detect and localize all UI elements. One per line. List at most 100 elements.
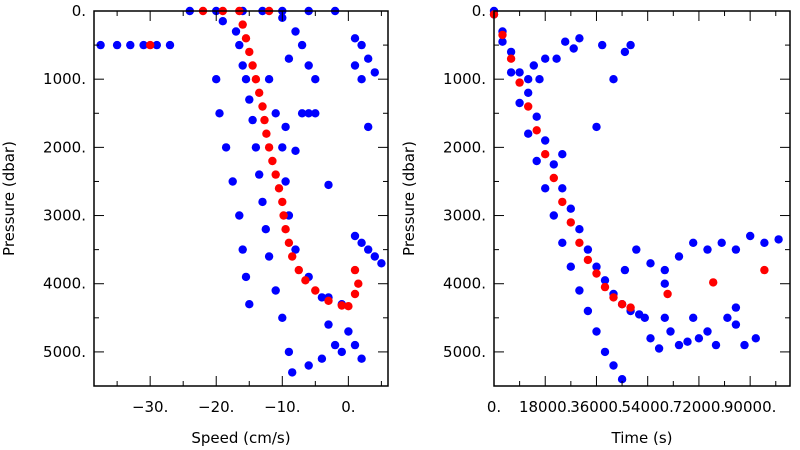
left-plot-frame (93, 10, 389, 387)
point-blue-62 (357, 238, 366, 247)
point-blue-58 (760, 238, 769, 247)
point-blue-49 (632, 245, 641, 254)
point-blue-38 (271, 109, 280, 118)
point-blue-50 (646, 259, 655, 268)
point-red-9 (251, 75, 261, 84)
x-tick-label: −10. (264, 398, 300, 416)
y-tick-label: 4000. (43, 275, 86, 293)
left-y-axis-label: Pressure (dbar) (0, 141, 18, 256)
point-blue-21 (255, 170, 264, 179)
point-red-12 (260, 115, 269, 125)
point-red-3 (515, 78, 524, 87)
point-blue-23 (549, 160, 558, 169)
point-blue-66 (350, 34, 360, 43)
point-blue-71 (350, 61, 360, 70)
point-red-26 (324, 296, 333, 305)
point-blue-62 (646, 334, 655, 343)
point-blue-28 (592, 262, 601, 271)
point-blue-1 (112, 40, 122, 50)
point-red-13 (600, 282, 610, 292)
right-y-axis-label: Pressure (dbar) (400, 141, 418, 256)
point-blue-14 (609, 361, 618, 370)
point-blue-29 (600, 276, 610, 285)
point-red-5 (532, 126, 541, 135)
point-blue-20 (524, 88, 533, 98)
point-blue-17 (241, 75, 251, 84)
point-red-1 (498, 30, 507, 40)
point-blue-29 (212, 75, 221, 84)
point-blue-2 (506, 68, 516, 77)
point-blue-4 (152, 40, 161, 50)
point-blue-69 (711, 340, 721, 350)
point-blue-34 (640, 313, 649, 322)
point-red-16 (271, 170, 280, 179)
point-blue-65 (377, 259, 386, 268)
point-blue-47 (291, 27, 300, 36)
point-blue-11 (583, 306, 593, 316)
point-blue-9 (566, 262, 575, 271)
point-blue-8 (558, 238, 567, 247)
point-blue-53 (689, 238, 698, 247)
point-red-14 (264, 143, 274, 152)
point-red-12 (592, 269, 601, 278)
y-tick-label: 3000. (443, 207, 486, 225)
point-blue-5 (165, 40, 175, 50)
point-blue-72 (297, 109, 307, 118)
point-blue-42 (575, 34, 584, 43)
point-blue-67 (357, 40, 366, 50)
point-red-14 (609, 293, 618, 302)
point-red-9 (566, 218, 575, 227)
point-blue-19 (515, 68, 524, 77)
point-blue-19 (248, 115, 257, 125)
left-data-points (96, 6, 386, 377)
point-red-15 (617, 300, 627, 309)
point-blue-13 (600, 347, 610, 357)
point-blue-2 (126, 40, 135, 50)
point-red-19 (760, 265, 769, 275)
point-blue-14 (231, 27, 241, 36)
point-blue-75 (281, 122, 290, 132)
point-blue-21 (532, 112, 541, 121)
right-panel: 0. 1000. 2000. 3000. 4000. 5000. 0. 18000.36000… (400, 2, 791, 447)
right-axis-ticks: 0. 1000. 2000. 3000. 4000. 5000. 0. 18000.36000… (443, 2, 790, 416)
point-blue-49 (304, 61, 313, 70)
point-blue-57 (746, 231, 755, 241)
point-blue-48 (297, 40, 307, 50)
point-blue-40 (281, 177, 290, 186)
point-blue-46 (626, 40, 635, 50)
y-tick-label: 4000. (443, 275, 486, 293)
point-red-7 (549, 173, 558, 183)
y-tick-label: 2000. (443, 138, 486, 156)
point-blue-15 (617, 375, 627, 384)
point-red-21 (284, 238, 294, 247)
point-blue-55 (317, 354, 327, 363)
point-red-8 (248, 61, 257, 70)
point-blue-75 (683, 337, 692, 346)
y-tick-label: 0. (472, 2, 486, 20)
point-blue-18 (245, 95, 254, 104)
point-blue-16 (238, 61, 247, 70)
point-blue-37 (264, 75, 274, 84)
point-blue-59 (357, 354, 366, 363)
point-red-7 (245, 47, 254, 57)
point-blue-43 (598, 40, 607, 50)
point-blue-7 (549, 211, 558, 220)
point-blue-73 (304, 109, 313, 118)
point-blue-60 (620, 265, 630, 275)
point-blue-40 (561, 37, 570, 46)
point-blue-4 (524, 129, 533, 138)
point-blue-30 (215, 109, 224, 118)
point-blue-18 (506, 47, 516, 57)
point-blue-35 (241, 272, 251, 282)
point-blue-3 (515, 98, 524, 108)
point-red-17 (274, 184, 284, 193)
point-blue-74 (660, 313, 669, 322)
x-tick-label: 72000. (673, 398, 726, 416)
point-red-20 (281, 225, 290, 234)
point-blue-60 (304, 361, 313, 370)
point-blue-57 (344, 327, 353, 336)
point-blue-45 (620, 47, 630, 57)
x-tick-label: −20. (198, 398, 234, 416)
point-red-23 (294, 265, 303, 275)
point-blue-22 (541, 136, 550, 145)
